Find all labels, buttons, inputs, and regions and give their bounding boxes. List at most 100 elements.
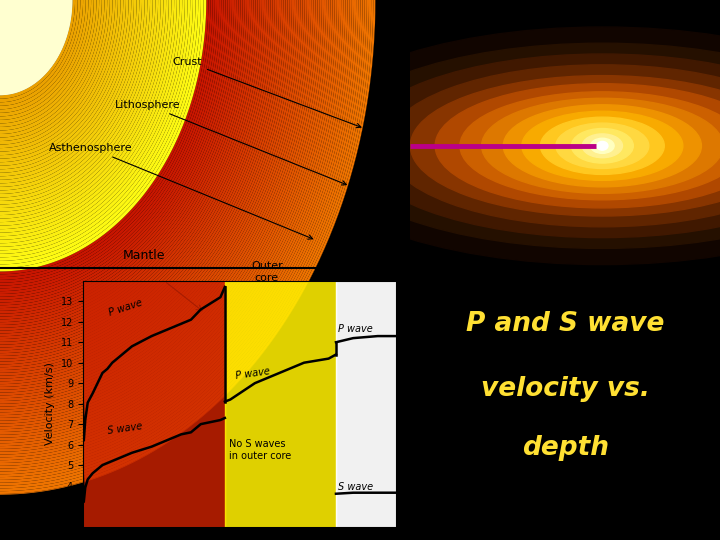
- Polygon shape: [0, 0, 330, 435]
- Polygon shape: [0, 0, 234, 308]
- Polygon shape: [0, 0, 177, 233]
- Polygon shape: [0, 0, 166, 219]
- Polygon shape: [0, 0, 185, 243]
- Text: S wave: S wave: [338, 482, 374, 491]
- Text: 2000: 2000: [377, 151, 400, 160]
- Polygon shape: [0, 0, 300, 395]
- Polygon shape: [0, 0, 163, 215]
- Polygon shape: [0, 0, 228, 300]
- Text: 1000: 1000: [377, 73, 400, 83]
- Bar: [225, 281, 336, 526]
- Polygon shape: [0, 0, 365, 480]
- Ellipse shape: [435, 84, 720, 208]
- Polygon shape: [0, 0, 236, 311]
- Polygon shape: [0, 0, 352, 463]
- Polygon shape: [0, 0, 309, 407]
- Polygon shape: [0, 0, 271, 356]
- Polygon shape: [0, 0, 282, 370]
- Ellipse shape: [572, 129, 634, 163]
- Polygon shape: [0, 0, 223, 294]
- Polygon shape: [0, 0, 81, 106]
- Polygon shape: [0, 0, 296, 390]
- Polygon shape: [0, 0, 150, 198]
- Polygon shape: [0, 0, 247, 325]
- Ellipse shape: [293, 27, 720, 265]
- Polygon shape: [0, 0, 243, 319]
- Polygon shape: [0, 0, 348, 457]
- Polygon shape: [0, 0, 375, 494]
- Bar: [336, 281, 396, 526]
- Polygon shape: [0, 0, 142, 187]
- Polygon shape: [0, 0, 341, 449]
- Text: Crust: Crust: [172, 57, 361, 127]
- Polygon shape: [0, 0, 99, 131]
- Polygon shape: [0, 0, 292, 384]
- Polygon shape: [0, 0, 137, 180]
- Polygon shape: [0, 0, 115, 152]
- Polygon shape: [0, 0, 96, 127]
- Polygon shape: [0, 0, 256, 336]
- Polygon shape: [0, 0, 126, 166]
- Text: P and S wave: P and S wave: [466, 311, 665, 337]
- Text: P wave: P wave: [107, 298, 143, 318]
- Polygon shape: [0, 0, 190, 251]
- Polygon shape: [0, 0, 350, 460]
- Polygon shape: [0, 0, 78, 102]
- Polygon shape: [0, 0, 221, 291]
- Polygon shape: [0, 0, 168, 222]
- Text: P wave: P wave: [338, 324, 373, 334]
- Polygon shape: [0, 0, 359, 471]
- Polygon shape: [0, 0, 337, 443]
- Polygon shape: [0, 0, 110, 145]
- Polygon shape: [0, 0, 251, 330]
- Polygon shape: [0, 0, 269, 353]
- Ellipse shape: [460, 92, 720, 200]
- Text: depth: depth: [522, 435, 608, 461]
- Polygon shape: [0, 0, 273, 359]
- Ellipse shape: [541, 117, 665, 174]
- Polygon shape: [0, 0, 182, 240]
- Polygon shape: [0, 0, 118, 155]
- Polygon shape: [0, 0, 286, 376]
- Polygon shape: [0, 0, 94, 124]
- Polygon shape: [0, 0, 89, 116]
- Polygon shape: [0, 0, 369, 485]
- Polygon shape: [0, 0, 212, 280]
- Polygon shape: [0, 0, 371, 488]
- Polygon shape: [0, 0, 289, 381]
- Polygon shape: [0, 0, 204, 268]
- Polygon shape: [0, 0, 112, 148]
- Text: 4000: 4000: [377, 307, 400, 316]
- Polygon shape: [0, 0, 161, 212]
- Polygon shape: [0, 0, 298, 393]
- Text: S wave: S wave: [107, 422, 143, 436]
- Polygon shape: [0, 0, 284, 373]
- Polygon shape: [0, 0, 230, 302]
- Polygon shape: [0, 0, 134, 176]
- Polygon shape: [0, 0, 201, 265]
- Polygon shape: [0, 0, 320, 421]
- Polygon shape: [0, 0, 107, 141]
- Polygon shape: [0, 0, 153, 201]
- Polygon shape: [0, 0, 179, 236]
- Polygon shape: [0, 0, 245, 322]
- Polygon shape: [0, 0, 249, 328]
- Polygon shape: [0, 0, 131, 173]
- Polygon shape: [0, 0, 339, 446]
- Polygon shape: [0, 0, 217, 286]
- Ellipse shape: [355, 54, 720, 238]
- Polygon shape: [0, 0, 294, 387]
- Polygon shape: [0, 0, 198, 261]
- Polygon shape: [0, 0, 207, 272]
- Polygon shape: [0, 0, 120, 159]
- Ellipse shape: [590, 138, 614, 153]
- Polygon shape: [0, 0, 240, 316]
- Polygon shape: [0, 0, 232, 305]
- Polygon shape: [0, 0, 328, 432]
- Ellipse shape: [522, 111, 683, 180]
- Polygon shape: [0, 0, 373, 491]
- Ellipse shape: [597, 141, 608, 150]
- Polygon shape: [0, 0, 262, 345]
- Polygon shape: [0, 0, 313, 413]
- Polygon shape: [0, 0, 346, 455]
